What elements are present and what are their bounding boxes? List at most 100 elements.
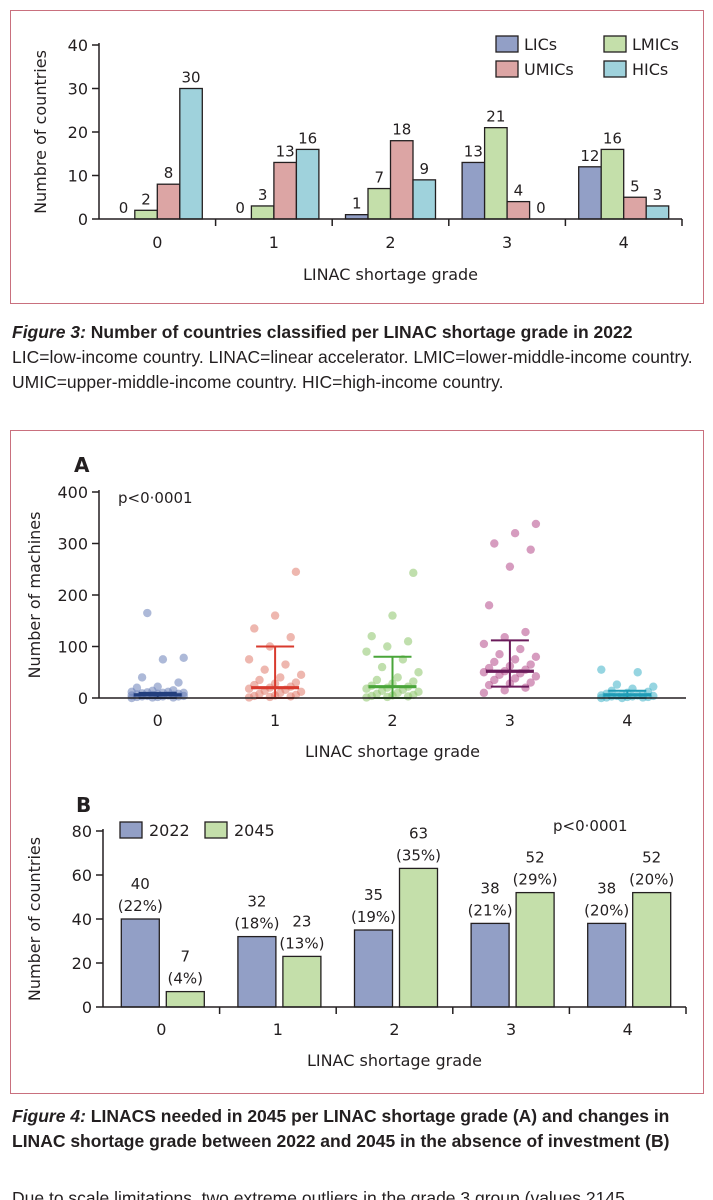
bar-percent-label: (35%) (396, 846, 441, 864)
data-point (291, 678, 301, 687)
data-point (409, 568, 418, 578)
bar-percent-label: (4%) (168, 970, 204, 988)
y-tick-label: 40 (72, 910, 92, 929)
bar-value-label: 13 (276, 142, 295, 160)
data-point (296, 670, 306, 680)
legend-swatch-umics (495, 60, 519, 78)
bar-value-label: 8 (164, 164, 174, 182)
bar-value-label: 52 (642, 849, 661, 867)
bar-percent-label: (13%) (279, 934, 324, 952)
data-point (526, 678, 535, 687)
figure4-caption-label: Figure 4: (12, 1106, 86, 1126)
data-point (495, 650, 504, 659)
bar-percent-label: (21%) (468, 901, 513, 919)
data-point (414, 668, 423, 677)
data-point (510, 529, 520, 538)
data-point (403, 637, 413, 646)
data-point (250, 624, 259, 633)
legend-label-lics: LICs (524, 35, 557, 54)
y-tick-label: 40 (68, 36, 88, 55)
y-tick-label: 300 (57, 535, 88, 554)
y-tick-label: 10 (68, 167, 88, 186)
data-point (291, 567, 301, 577)
data-point (143, 608, 152, 618)
y-tick-label: 30 (68, 80, 88, 99)
bar-value-label: 0 (536, 199, 546, 217)
data-point (132, 683, 142, 692)
bar-value-label: 2 (141, 190, 151, 208)
data-point (649, 682, 658, 691)
data-point (531, 672, 541, 681)
bar-2022 (470, 922, 510, 1008)
bar-2045 (282, 955, 322, 1008)
data-point (296, 687, 306, 697)
y-tick-label: 400 (57, 483, 88, 502)
panel-a-pvalue: p<0·0001 (118, 489, 193, 507)
legend-label-2022: 2022 (149, 821, 190, 840)
bar-value-label: 0 (235, 199, 245, 217)
legend-label-2045: 2045 (234, 821, 275, 840)
bar-percent-label: (29%) (513, 871, 558, 889)
data-point (414, 687, 423, 697)
x-tick-label: 3 (502, 233, 512, 252)
data-point (526, 660, 535, 669)
y-tick-label: 20 (72, 954, 92, 973)
bar-percent-label: (18%) (234, 915, 279, 933)
bar-percent-label: (19%) (351, 908, 396, 926)
y-tick-label: 0 (78, 689, 88, 708)
panel-a-label: A (74, 453, 90, 477)
data-point (510, 674, 520, 683)
data-point (505, 562, 515, 571)
x-tick-label: 2 (387, 711, 397, 730)
x-tick-label: 4 (623, 1020, 633, 1039)
y-tick-label: 100 (57, 638, 88, 657)
bar-value-label: 32 (247, 893, 266, 911)
x-axis-title: LINAC shortage grade (307, 1051, 482, 1070)
data-point (510, 655, 520, 664)
bar-value-label: 38 (481, 879, 500, 897)
legend-label-hics: HICs (632, 60, 668, 79)
bar-value-label: 38 (597, 879, 616, 897)
x-tick-label: 2 (389, 1020, 399, 1039)
bar-percent-label: (20%) (584, 901, 629, 919)
panel-b-pvalue: p<0·0001 (553, 817, 628, 835)
x-tick-label: 1 (269, 233, 279, 252)
data-point (500, 686, 509, 695)
x-tick-label: 0 (152, 233, 162, 252)
y-axis-title: Number of countries (25, 837, 44, 1001)
figure3-frame (10, 10, 704, 304)
bar-value-label: 63 (409, 824, 428, 842)
data-point (260, 665, 269, 674)
data-point (158, 655, 168, 664)
figure4-caption-continued: Due to scale limitations, two extreme ou… (12, 1188, 625, 1200)
legend-swatch-2045 (204, 821, 228, 839)
data-point (362, 647, 371, 656)
data-point (255, 675, 264, 685)
data-point (479, 639, 489, 649)
y-tick-label: 200 (57, 586, 88, 605)
x-tick-label: 1 (270, 711, 280, 730)
bar-value-label: 7 (374, 169, 384, 187)
bar-2022 (587, 922, 627, 1008)
data-point (174, 678, 183, 687)
bar-value-label: 30 (182, 69, 201, 87)
data-point (388, 611, 397, 620)
data-point (179, 653, 188, 663)
legend-label-lmics: LMICs (632, 35, 679, 54)
data-point (490, 675, 499, 685)
bar-value-label: 16 (298, 129, 317, 147)
figure3-caption-body: LIC=low-income country. LINAC=linear acc… (12, 347, 693, 392)
bar-2045 (398, 867, 439, 1008)
x-tick-label: 0 (156, 1020, 166, 1039)
data-point (372, 675, 382, 685)
figure4-caption-title: LINACS needed in 2045 per LINAC shortage… (12, 1106, 670, 1151)
bar-value-label: 9 (419, 160, 429, 178)
data-point (531, 519, 541, 529)
x-tick-label: 4 (622, 711, 632, 730)
x-tick-label: 2 (385, 233, 395, 252)
data-point (409, 677, 418, 686)
y-tick-label: 60 (72, 866, 92, 885)
data-point (490, 657, 499, 667)
